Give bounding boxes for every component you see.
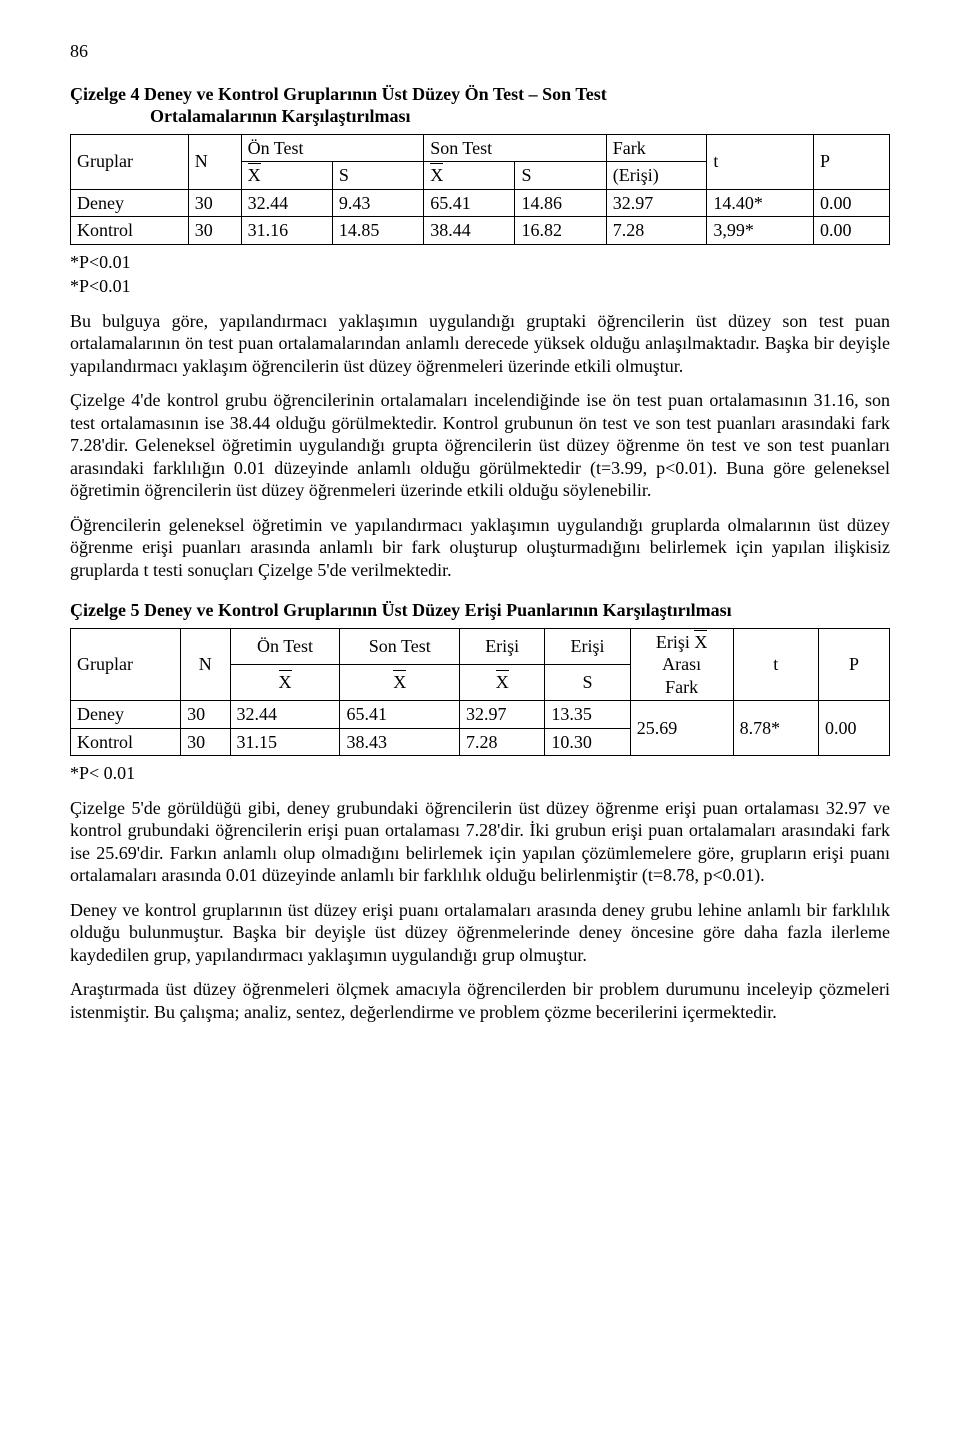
th-son-x: X: [424, 162, 515, 190]
cell: 30: [188, 189, 241, 217]
paragraph: Çizelge 5'de görüldüğü gibi, deney grubu…: [70, 797, 890, 887]
cell: 30: [188, 217, 241, 245]
cell: 31.15: [230, 728, 340, 756]
page-number: 86: [70, 40, 890, 63]
arasi-label: Arası: [662, 654, 701, 674]
th-erisi-xbar: Erişi X Arası Fark: [630, 628, 733, 701]
paragraph: Bu bulguya göre, yapılandırmacı yaklaşım…: [70, 310, 890, 378]
cell: 65.41: [424, 189, 515, 217]
table4: Gruplar N Ön Test Son Test Fark t P X S …: [70, 134, 890, 245]
cell: 0.00: [814, 189, 890, 217]
th-n: N: [188, 134, 241, 189]
cell: 30: [181, 728, 230, 756]
th-erisi-x: X: [460, 664, 545, 700]
th-on-x: X: [241, 162, 332, 190]
cell: 32.97: [606, 189, 707, 217]
cell: 30: [181, 701, 230, 729]
paragraph: Araştırmada üst düzey öğrenmeleri ölçmek…: [70, 978, 890, 1023]
cell: 31.16: [241, 217, 332, 245]
th-p: P: [814, 134, 890, 189]
erisi-x-label: Erişi X: [656, 632, 708, 652]
cell: 9.43: [332, 189, 423, 217]
table4-row: Kontrol 30 31.16 14.85 38.44 16.82 7.28 …: [71, 217, 890, 245]
th-gruplar: Gruplar: [71, 628, 181, 701]
table4-title: Çizelge 4 Deney ve Kontrol Gruplarının Ü…: [70, 83, 890, 128]
th-sontest: Son Test: [340, 628, 460, 664]
th-erisi-s: Erişi: [545, 628, 630, 664]
th-on-s: S: [332, 162, 423, 190]
cell: 32.44: [241, 189, 332, 217]
cell-t: 8.78*: [733, 701, 818, 756]
table4-note1: *P<0.01: [70, 251, 890, 274]
cell: 38.43: [340, 728, 460, 756]
th-erisi-s2: S: [545, 664, 630, 700]
cell: Kontrol: [71, 217, 189, 245]
table5: Gruplar N Ön Test Son Test Erişi Erişi E…: [70, 628, 890, 757]
cell-p: 0.00: [818, 701, 889, 756]
th-fark: Fark: [606, 134, 707, 162]
cell: 7.28: [606, 217, 707, 245]
th-son-s: S: [515, 162, 606, 190]
paragraph: Öğrencilerin geleneksel öğretimin ve yap…: [70, 514, 890, 582]
table5-title: Çizelge 5 Deney ve Kontrol Gruplarının Ü…: [70, 599, 890, 622]
th-p: P: [818, 628, 889, 701]
cell: 32.97: [460, 701, 545, 729]
table5-header-row1: Gruplar N Ön Test Son Test Erişi Erişi E…: [71, 628, 890, 664]
th-ontest: Ön Test: [241, 134, 424, 162]
th-erisi: Erişi: [460, 628, 545, 664]
paragraph: Çizelge 4'de kontrol grubu öğrencilerini…: [70, 389, 890, 502]
cell-fark: 25.69: [630, 701, 733, 756]
th-gruplar: Gruplar: [71, 134, 189, 189]
table5-row: Deney 30 32.44 65.41 32.97 13.35 25.69 8…: [71, 701, 890, 729]
th-ontest: Ön Test: [230, 628, 340, 664]
table4-row: Deney 30 32.44 9.43 65.41 14.86 32.97 14…: [71, 189, 890, 217]
cell: 38.44: [424, 217, 515, 245]
cell: 14.86: [515, 189, 606, 217]
cell: Kontrol: [71, 728, 181, 756]
th-t: t: [707, 134, 814, 189]
table4-header-row1: Gruplar N Ön Test Son Test Fark t P: [71, 134, 890, 162]
th-on-x: X: [230, 664, 340, 700]
table4-note2: *P<0.01: [70, 275, 890, 298]
cell: 10.30: [545, 728, 630, 756]
cell: 0.00: [814, 217, 890, 245]
cell: 13.35: [545, 701, 630, 729]
table4-title-line1: Çizelge 4 Deney ve Kontrol Gruplarının Ü…: [70, 84, 607, 104]
cell: 7.28: [460, 728, 545, 756]
table4-title-line2: Ortalamalarının Karşılaştırılması: [150, 106, 410, 126]
cell: 14.85: [332, 217, 423, 245]
cell: Deney: [71, 701, 181, 729]
cell: 32.44: [230, 701, 340, 729]
cell: 14.40*: [707, 189, 814, 217]
cell: 16.82: [515, 217, 606, 245]
paragraph: Deney ve kontrol gruplarının üst düzey e…: [70, 899, 890, 967]
th-son-x: X: [340, 664, 460, 700]
th-erisi: (Erişi): [606, 162, 707, 190]
fark-label: Fark: [665, 677, 698, 697]
cell: Deney: [71, 189, 189, 217]
table5-note: *P< 0.01: [70, 762, 890, 785]
cell: 65.41: [340, 701, 460, 729]
th-n: N: [181, 628, 230, 701]
th-sontest: Son Test: [424, 134, 607, 162]
th-t: t: [733, 628, 818, 701]
cell: 3,99*: [707, 217, 814, 245]
